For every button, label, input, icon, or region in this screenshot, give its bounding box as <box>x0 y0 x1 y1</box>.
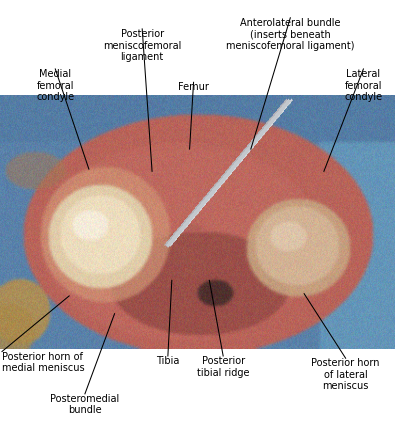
Text: Tibia: Tibia <box>156 356 180 366</box>
Text: Medial
femoral
condyle: Medial femoral condyle <box>36 69 74 102</box>
Point <box>67 293 71 299</box>
Point <box>112 311 117 316</box>
Line: 2 pts: 2 pts <box>251 18 290 149</box>
Point <box>166 353 170 359</box>
Text: Posterior
tibial ridge: Posterior tibial ridge <box>197 356 249 378</box>
Text: Posterior horn of
medial meniscus: Posterior horn of medial meniscus <box>2 352 85 373</box>
Text: Posterior
meniscofemoral
ligament: Posterior meniscofemoral ligament <box>103 29 181 62</box>
Line: 2 pts: 2 pts <box>55 69 89 169</box>
Text: Posteromedial
bundle: Posteromedial bundle <box>50 394 120 416</box>
Line: 2 pts: 2 pts <box>85 314 115 394</box>
Point <box>140 26 145 32</box>
Point <box>221 353 226 359</box>
Line: 2 pts: 2 pts <box>2 296 69 352</box>
Point <box>207 278 212 283</box>
Point <box>87 166 91 172</box>
Point <box>191 80 196 85</box>
Point <box>0 349 4 354</box>
Line: 2 pts: 2 pts <box>324 69 363 171</box>
Point <box>150 169 154 174</box>
Point <box>53 66 58 72</box>
Point <box>361 66 366 72</box>
Text: Anterolateral bundle
(inserts beneath
meniscofemoral ligament): Anterolateral bundle (inserts beneath me… <box>226 18 355 51</box>
Text: Femur: Femur <box>178 82 209 92</box>
Line: 2 pts: 2 pts <box>190 82 194 149</box>
Point <box>248 146 253 152</box>
Line: 2 pts: 2 pts <box>209 280 223 356</box>
Point <box>169 278 174 283</box>
Point <box>83 391 87 396</box>
Point <box>187 146 192 152</box>
Line: 2 pts: 2 pts <box>304 294 346 358</box>
Text: Lateral
femoral
condyle: Lateral femoral condyle <box>344 69 382 102</box>
Point <box>302 291 307 296</box>
Text: Posterior horn
of lateral
meniscus: Posterior horn of lateral meniscus <box>311 358 380 392</box>
Point <box>288 15 293 20</box>
Point <box>322 169 326 174</box>
Point <box>343 356 348 361</box>
Line: 2 pts: 2 pts <box>142 29 152 171</box>
Line: 2 pts: 2 pts <box>168 280 172 356</box>
